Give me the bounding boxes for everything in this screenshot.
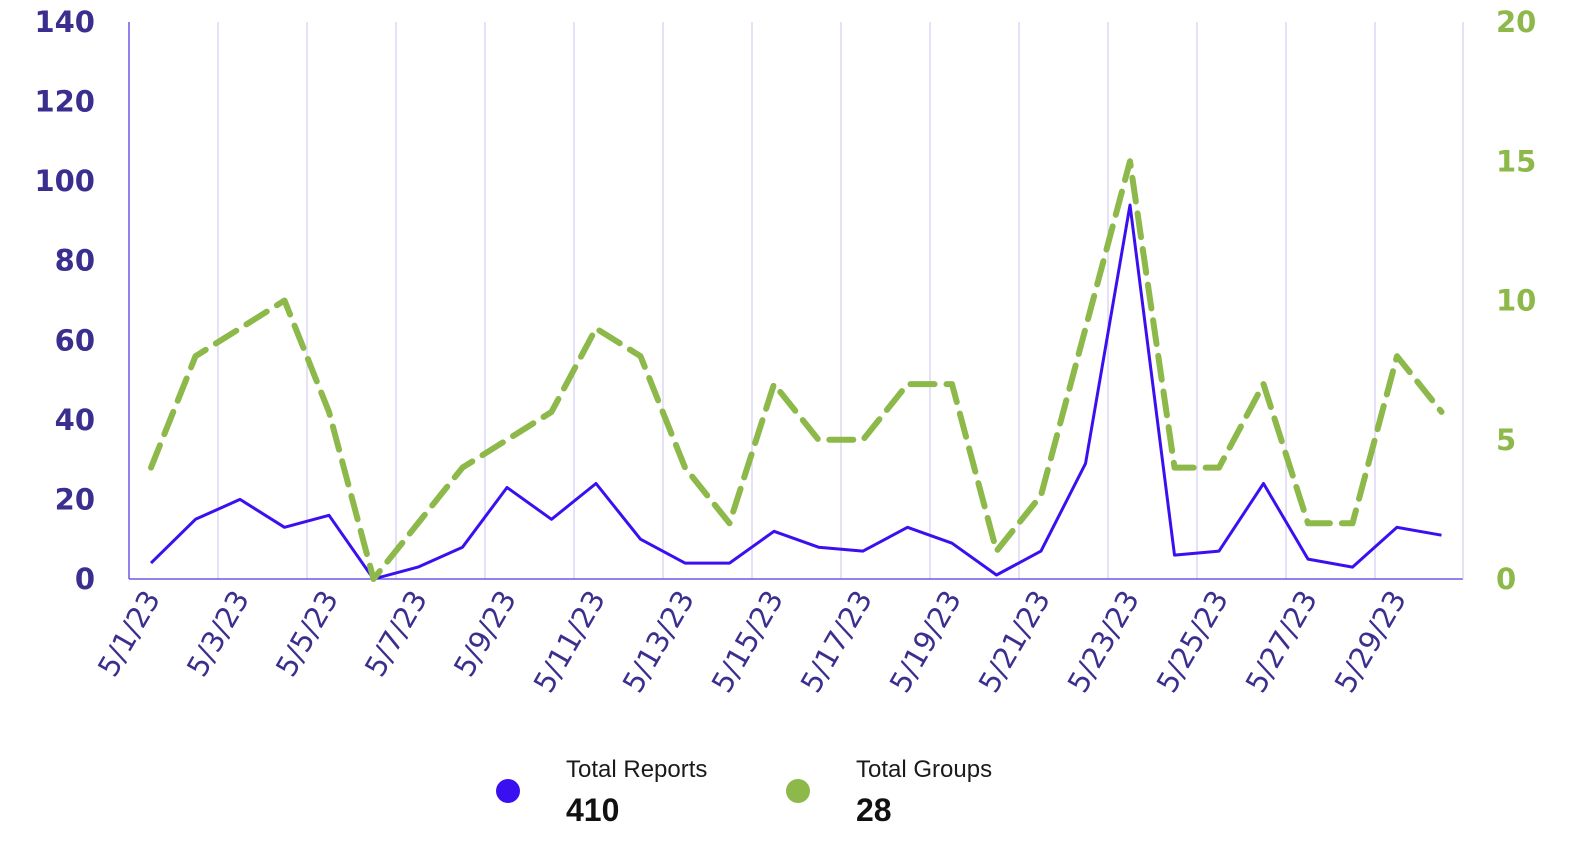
x-tick-label: 5/19/23 <box>883 585 968 699</box>
x-tick-label: 5/21/23 <box>972 585 1057 699</box>
legend-label-total-groups: Total Groups <box>856 756 993 783</box>
y-right-tick-label: 5 <box>1496 423 1516 457</box>
y-left-tick-label: 0 <box>75 562 95 596</box>
y-left-tick-label: 100 <box>34 164 95 198</box>
legend-label-total-reports: Total Reports <box>566 756 708 783</box>
x-tick-label: 5/17/23 <box>794 585 879 699</box>
x-tick-label: 5/3/23 <box>180 585 256 683</box>
x-tick-label: 5/29/23 <box>1328 585 1413 699</box>
axes <box>128 22 1464 580</box>
y-left-tick-label: 80 <box>55 244 95 278</box>
y-left-tick-label: 40 <box>55 403 95 437</box>
left-y-axis-ticks: 0 20 40 60 80 100 120 140 <box>34 5 95 596</box>
x-tick-label: 5/11/23 <box>527 585 612 699</box>
legend-dot-total-groups <box>786 779 810 803</box>
x-tick-label: 5/23/23 <box>1061 585 1146 699</box>
y-left-tick-label: 60 <box>55 323 95 357</box>
legend-value-total-groups: 28 <box>856 792 892 828</box>
y-left-tick-label: 140 <box>34 5 95 39</box>
y-left-tick-label: 20 <box>55 482 95 516</box>
series-line-total-groups <box>148 158 1445 582</box>
x-tick-label: 5/1/23 <box>91 585 167 683</box>
y-right-tick-label: 10 <box>1496 284 1536 318</box>
x-tick-label: 5/25/23 <box>1150 585 1235 699</box>
y-right-tick-label: 0 <box>1496 562 1516 596</box>
x-tick-label: 5/7/23 <box>358 585 434 683</box>
x-tick-label: 5/5/23 <box>269 585 345 683</box>
x-tick-label: 5/27/23 <box>1239 585 1324 699</box>
x-tick-label: 5/13/23 <box>616 585 701 699</box>
x-tick-label: 5/15/23 <box>705 585 790 699</box>
x-tick-label: 5/9/23 <box>447 585 523 683</box>
y-right-tick-label: 20 <box>1496 5 1536 39</box>
y-right-tick-label: 15 <box>1496 144 1536 178</box>
vertical-gridlines <box>217 22 1376 579</box>
right-y-axis-ticks: 0 5 10 15 20 <box>1496 5 1536 596</box>
legend-dot-total-reports <box>496 779 520 803</box>
legend-value-total-reports: 410 <box>566 792 620 828</box>
series-line-total-reports <box>149 203 1442 581</box>
series-lines <box>148 158 1445 582</box>
x-axis-ticks: 5/1/23 5/3/23 5/5/23 5/7/23 5/9/23 5/11/23 5/1… <box>91 585 1413 699</box>
y-left-tick-label: 120 <box>34 85 95 119</box>
